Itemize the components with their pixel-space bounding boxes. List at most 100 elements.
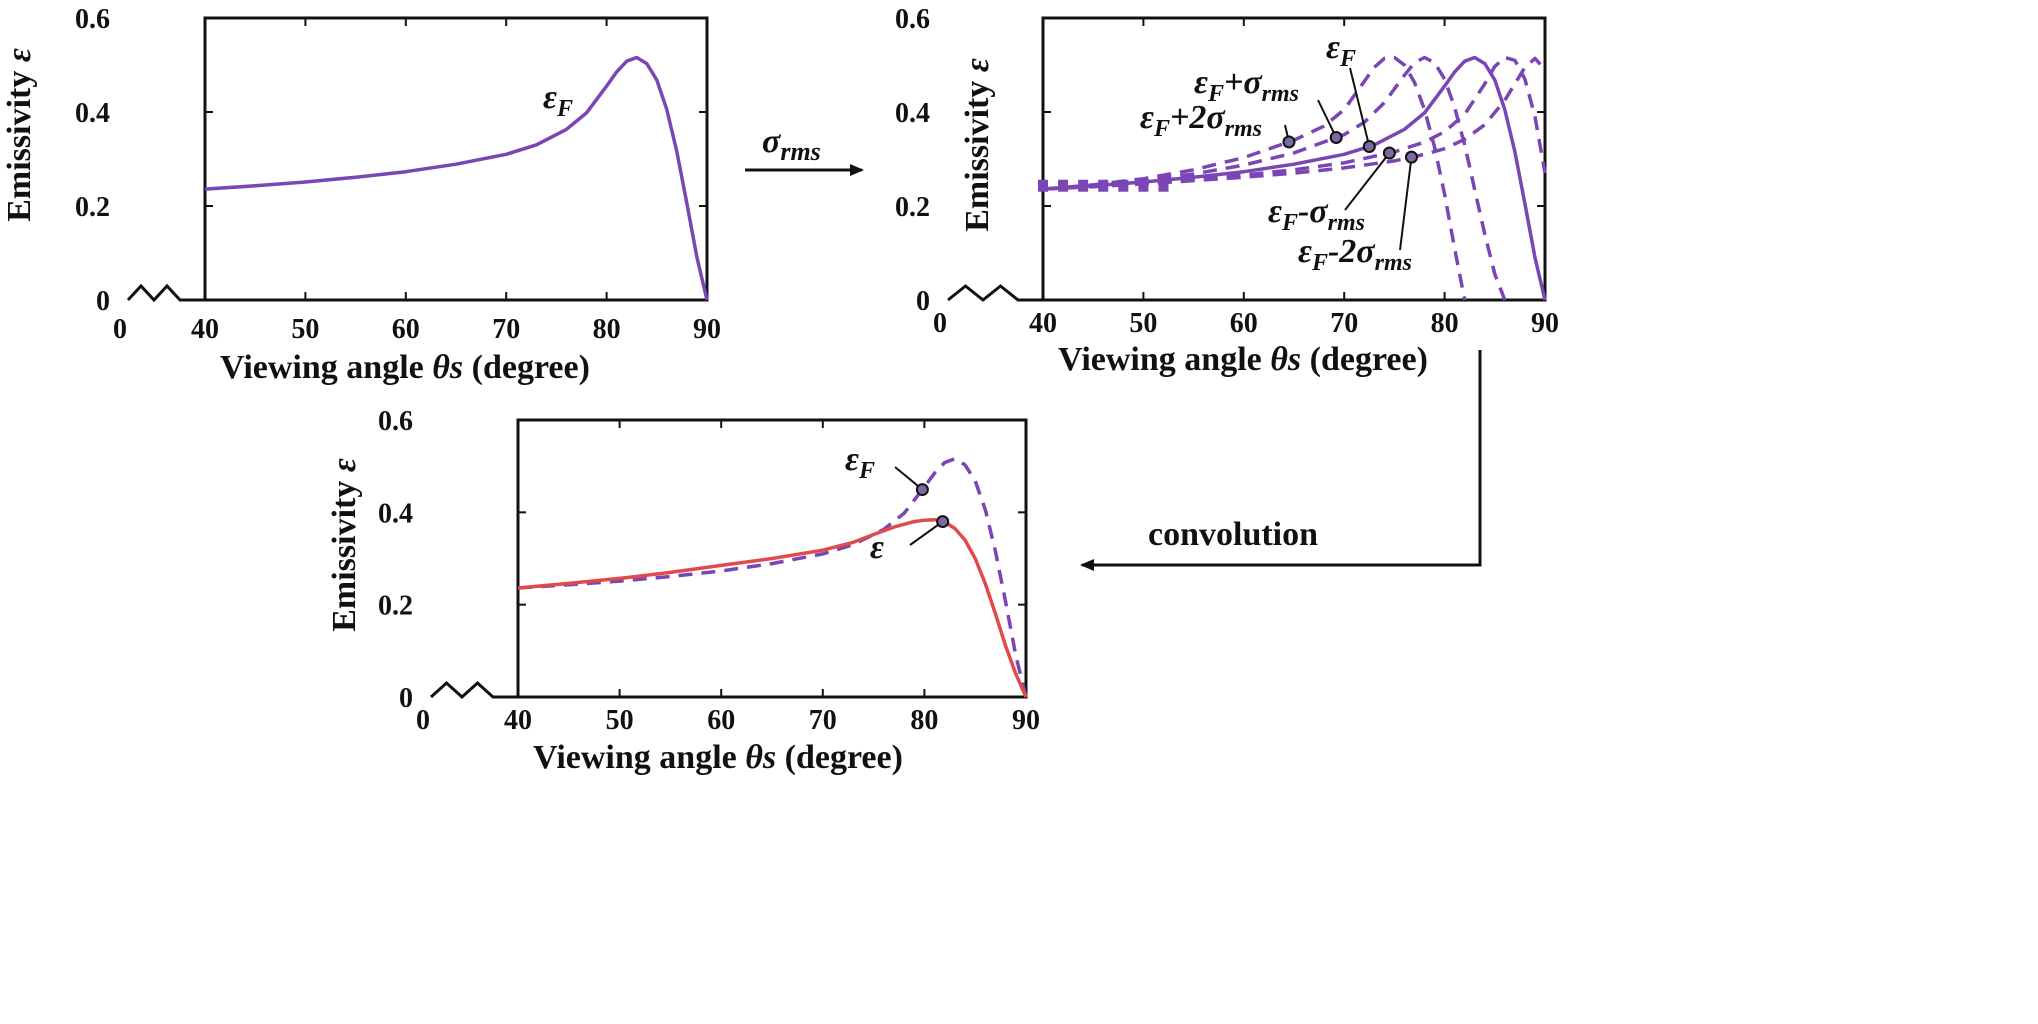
y-tick-label: 0.4 [895,98,930,129]
panel-c-chart: 0 40 50 60 70 80 90 0 0.2 0.4 0.6 Viewing angle θs… [326,406,1040,776]
series-group [204,55,709,301]
x-tick-label: 40 [1029,308,1057,339]
axis-break [947,284,1043,302]
connector-line [1080,350,1482,571]
leader-lines [894,466,950,546]
axis-break-zigzag [126,283,205,303]
series-overlap-marker [1098,179,1109,192]
leader-marker [936,515,950,529]
axis-ticks: 0 40 50 60 70 80 90 0 0.2 0.4 0.6 [75,4,721,345]
leader-marker [1282,135,1296,149]
y-tick-label: 0.2 [378,591,413,622]
sigma-flow-arrow: σrms [745,123,864,176]
y-tick-label: 0.2 [75,192,110,223]
y-tick-label: 0 [399,683,413,714]
x-axis-label: Viewing angle θs (degree) [1058,341,1428,378]
y-tick-label: 0.2 [895,192,930,223]
leader-marker [1362,139,1376,153]
y-tick-label: 0 [916,286,930,317]
leader-line [1344,152,1391,211]
leader-line [1317,99,1338,138]
leader-marker [1404,150,1418,164]
y-axis-label: Emissivity ε [959,58,996,232]
panel-a-chart: 0 40 50 60 70 80 90 0 0.2 0.4 0.6 Viewing angle θs… [1,4,721,386]
axis-ticks: 0 40 50 60 70 80 90 0 0.2 0.4 0.6 [895,4,1559,339]
x-tick-label: 90 [693,314,721,345]
x-tick-label: 60 [392,314,420,345]
x-tick-label: 0 [933,308,947,339]
plot-frame [516,418,1028,699]
axis-ticks: 0 40 50 60 70 80 90 0 0.2 0.4 0.6 [378,406,1040,736]
x-axis-label: Viewing angle θs (degree) [533,739,903,776]
x-tick-label: 50 [291,314,319,345]
x-tick-label: 90 [1531,308,1559,339]
series-line-f [1042,55,1547,301]
x-tick-label: 0 [416,705,430,736]
series-group [1038,55,1547,301]
axis-break [429,680,518,700]
x-tick-label: 80 [593,314,621,345]
x-tick-label: 40 [504,705,532,736]
annotation-eps-f-minus-2sigma: εF-2σrms [1298,233,1412,276]
annotation-eps-f-plus-2sigma: εF+2σrms [1140,99,1262,142]
y-axis-label: Emissivity ε [326,458,363,632]
x-tick-label: 50 [1129,308,1157,339]
x-tick-label: 80 [910,705,938,736]
panel-b-chart: 0 40 50 60 70 80 90 0 0.2 0.4 0.6 Viewing angle θs… [895,4,1559,378]
y-tick-label: 0.6 [75,4,110,35]
y-tick-label: 0.6 [895,4,930,35]
leader-lines [1282,67,1418,251]
annotation-eps-f-minus-sigma: εF-σrms [1268,193,1365,236]
x-tick-label: 70 [1330,308,1358,339]
axis-break [126,283,205,303]
leader-line [1399,157,1413,251]
series-overlap-marker [1158,179,1169,192]
y-tick-label: 0.6 [378,406,413,437]
x-axis-label: Viewing angle θs (degree) [220,349,590,386]
convolution-flow-arrow: convolution [1080,350,1482,571]
series-overlap-marker [1038,179,1048,192]
leader-line [1349,67,1371,147]
x-tick-label: 50 [606,705,634,736]
y-tick-label: 0.4 [378,498,413,529]
series-overlap-marker [1078,179,1089,192]
plot-frame [1041,16,1547,302]
x-tick-label: 40 [191,314,219,345]
sigma-rms-label: σrms [762,123,821,166]
series-overlap-marker [1138,179,1149,192]
series-group [517,457,1028,698]
y-axis-label: Emissivity ε [1,48,38,222]
series-line-f+rms [1042,55,1507,301]
series-overlap-marker [1058,179,1069,192]
series-line-f [204,55,709,301]
x-tick-label: 90 [1012,705,1040,736]
series-line- [517,517,1028,698]
y-tick-label: 0.4 [75,98,110,129]
annotation-eps-f: εF [543,79,573,122]
axis-break-zigzag [429,680,518,700]
leader-marker [1329,130,1343,144]
series-overlap-marker [1118,179,1129,192]
x-tick-label: 60 [707,705,735,736]
x-tick-label: 0 [113,314,127,345]
annotation-eps-f: εF [845,441,875,484]
leader-line [909,520,944,546]
x-tick-label: 60 [1230,308,1258,339]
series-line-f+2rms [1042,55,1467,301]
y-tick-label: 0 [96,286,110,317]
convolution-label: convolution [1148,516,1318,553]
series-line-f-rms [1042,55,1547,191]
annotation-eps-f: εF [1326,29,1356,72]
series-line-f-2rms [1042,56,1547,191]
x-tick-label: 70 [492,314,520,345]
x-tick-label: 70 [809,705,837,736]
axis-break-zigzag [947,284,1043,302]
series-line-f [517,457,1028,698]
annotation-eps: ε [870,529,884,566]
leader-marker [1382,146,1396,160]
x-tick-label: 80 [1431,308,1459,339]
leader-marker [915,483,929,497]
annotation-eps-f-plus-sigma: εF+σrms [1194,64,1299,107]
plot-frame [203,16,709,302]
